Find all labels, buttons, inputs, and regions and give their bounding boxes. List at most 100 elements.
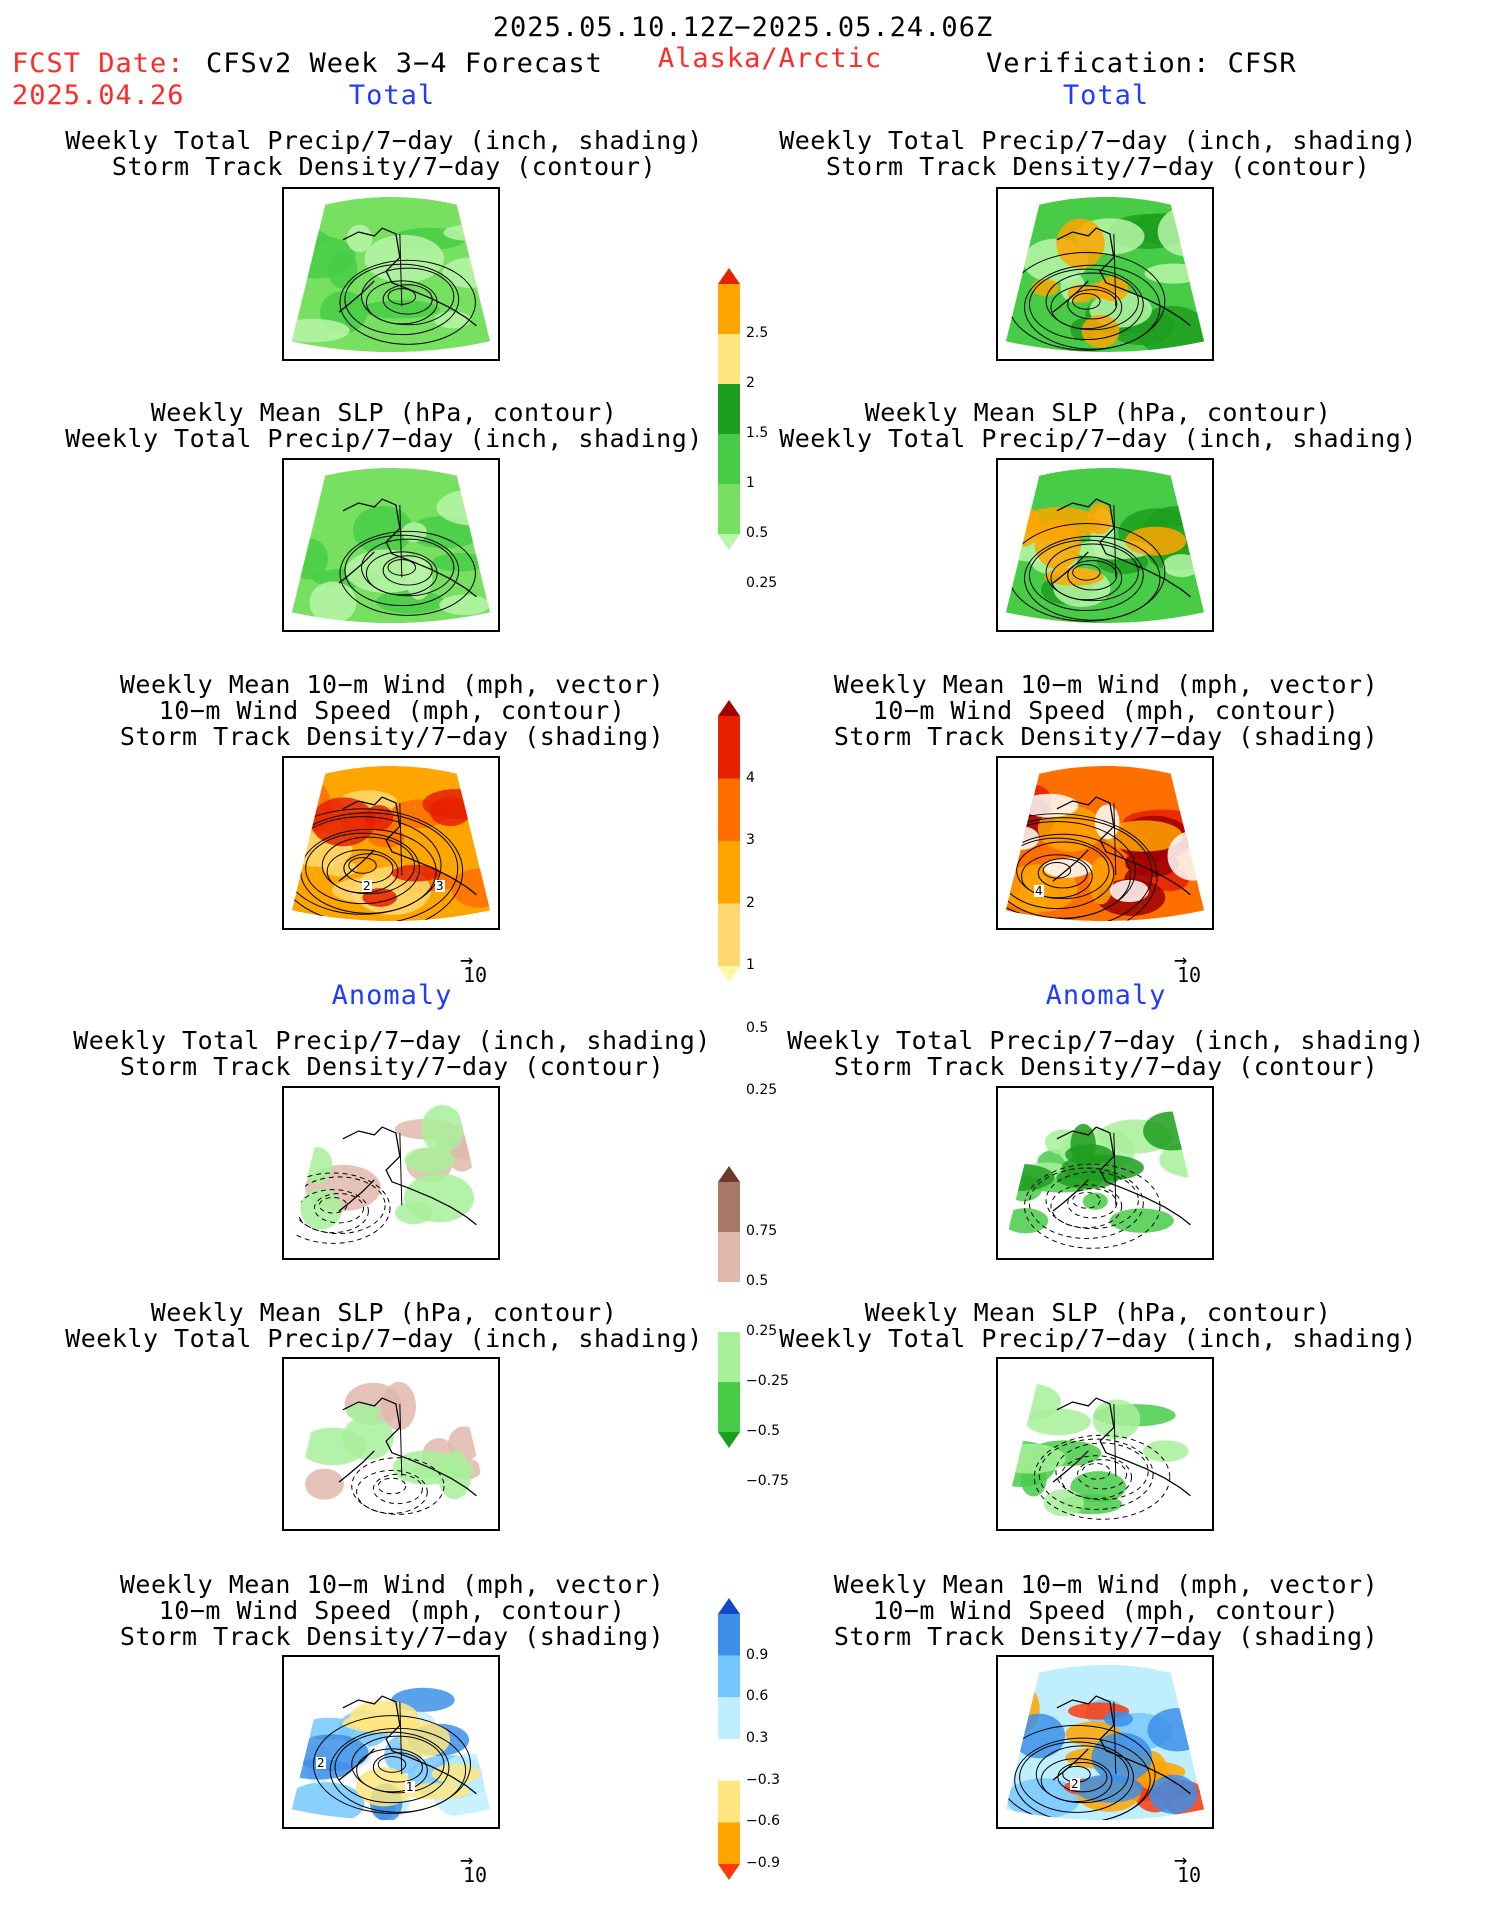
colorbar-tick-label: −0.3 (746, 1771, 780, 1788)
vector-ref-label: 10 (463, 1863, 488, 1887)
section-total-left: Total (348, 80, 436, 111)
contour-label: 2 (362, 879, 372, 893)
panel-title-line: 10−m Wind Speed (mph, contour) (158, 1596, 626, 1625)
panel-title-line: Weekly Mean SLP (hPa, contour) (150, 1298, 618, 1327)
vector-ref-arrow-icon: → (460, 948, 474, 973)
coastline (1052, 498, 1191, 598)
coastline (1052, 1695, 1191, 1795)
contour-label: 4 (1034, 884, 1044, 898)
vector-ref-arrow-icon: → (460, 1848, 474, 1873)
coastline (1052, 796, 1191, 896)
panel-title-line: Storm Track Density/7−day (shading) (119, 722, 665, 751)
colorbar-total-storm-density-swatch (718, 716, 740, 779)
panel-title-line: Weekly Mean 10−m Wind (mph, vector) (833, 670, 1379, 699)
colorbar-tick-label: 0.9 (746, 1646, 769, 1663)
panel-title-line: Weekly Total Precip/7−day (inch, shading… (65, 424, 703, 453)
colorbar-tick-label: 2 (746, 894, 755, 911)
panel-title-line: Weekly Mean 10−m Wind (mph, vector) (119, 670, 665, 699)
colorbar-anomaly-storm-density-swatch (718, 1598, 740, 1614)
coastline (1052, 1126, 1191, 1226)
fcst-date: 2025.04.26 (12, 80, 185, 111)
colorbar-total-storm-density-swatch (718, 903, 740, 966)
panel-title-line: Weekly Total Precip/7−day (inch, shading… (779, 424, 1417, 453)
panel-title-line: Weekly Total Precip/7−day (inch, shading… (787, 1026, 1425, 1055)
panel-title-line: Weekly Mean 10−m Wind (mph, vector) (119, 1570, 665, 1599)
panel-title-line: 10−m Wind Speed (mph, contour) (158, 696, 626, 725)
coastline (338, 1397, 477, 1497)
map-svg (1005, 1664, 1205, 1821)
colorbar-total-precip-swatch (718, 334, 740, 384)
colorbar-anomaly-precip-swatch (718, 1332, 740, 1382)
colorbar-tick-label: 1 (746, 957, 755, 973)
map-svg (291, 1095, 491, 1252)
model-title: CFSv2 Week 3−4 Forecast (206, 48, 603, 79)
colorbar-tick-label: 0.5 (746, 1019, 769, 1036)
section-total-right: Total (1062, 80, 1150, 111)
panel-title-line: Storm Track Density/7−day (contour) (825, 152, 1371, 181)
panel-title-line: Storm Track Density/7−day (contour) (833, 1052, 1379, 1081)
panel-title-line: Storm Track Density/7−day (shading) (119, 1622, 665, 1651)
colorbar-total-storm-density-swatch (718, 966, 740, 982)
map-panel-fc-anom-precip (282, 1086, 500, 1260)
colorbar-total-precip-swatch (718, 534, 740, 550)
colorbar-anomaly-storm-density-swatch (718, 1739, 740, 1781)
colorbar-tick-label: −0.75 (746, 1473, 789, 1489)
map-panel-ob-anom-slp (996, 1357, 1214, 1531)
colorbar-total-precip-swatch (718, 384, 740, 434)
colorbar-anomaly-storm-density-swatch (718, 1780, 740, 1823)
coastline (1052, 227, 1191, 327)
colorbar-anomaly-precip-swatch (718, 1282, 740, 1332)
colorbar-tick-label: 2.5 (746, 325, 769, 341)
map-svg (291, 467, 491, 624)
forecast-period: 2025.05.10.12Z−2025.05.24.06Z (492, 12, 994, 43)
colorbar-anomaly-precip-swatch (718, 1182, 740, 1232)
map-svg (1005, 765, 1205, 922)
map-panel-fc-anom-wind (282, 1655, 500, 1829)
panel-title-line: Weekly Total Precip/7−day (inch, shading… (779, 1324, 1417, 1353)
map-svg (1005, 1366, 1205, 1523)
colorbar-total-precip-bar (718, 268, 740, 550)
colorbar-tick-label: 0.6 (746, 1688, 769, 1705)
colorbar-tick-label: 2 (746, 375, 755, 391)
map-svg (1005, 1095, 1205, 1252)
colorbar-anomaly-precip: 0.75 0.5 0.25 −0.25 −0.5 −0.75 (718, 1166, 808, 1489)
contour-label: 2 (1070, 1777, 1080, 1791)
vector-ref-label: 10 (1177, 963, 1202, 987)
colorbar-anomaly-precip-swatch (718, 1432, 740, 1448)
colorbar-anomaly-storm-density-swatch (718, 1655, 740, 1698)
map-panel-fc-anom-slp (282, 1357, 500, 1531)
colorbar-tick-label: 4 (746, 769, 755, 786)
map-panel-ob-total-slp (996, 458, 1214, 632)
section-anomaly-right: Anomaly (1045, 980, 1167, 1011)
colorbar-anomaly-storm-density-swatch (718, 1697, 740, 1739)
colorbar-anomaly-precip-swatch (718, 1382, 740, 1432)
colorbar-tick-label: 0.25 (746, 1323, 778, 1339)
map-panel-ob-anom-wind (996, 1655, 1214, 1829)
colorbar-anomaly-storm-density-bar (718, 1598, 740, 1880)
map-svg (1005, 196, 1205, 353)
colorbar-tick-label: 0.25 (746, 575, 778, 591)
panel-title-line: Storm Track Density/7−day (shading) (833, 722, 1379, 751)
colorbar-tick-label: 1.5 (746, 425, 769, 441)
coastline (338, 1126, 477, 1226)
panel-title-line: Weekly Total Precip/7−day (inch, shading… (65, 126, 703, 155)
panel-title-line: Weekly Total Precip/7−day (inch, shading… (73, 1026, 711, 1055)
coastline (338, 1695, 477, 1795)
region-title: Alaska/Arctic (657, 43, 883, 74)
colorbar-tick-label: −0.25 (746, 1373, 789, 1389)
panel-title-line: Weekly Mean 10−m Wind (mph, vector) (833, 1570, 1379, 1599)
colorbar-anomaly-storm-density-swatch (718, 1614, 740, 1656)
map-panel-fc-total-wind (282, 756, 500, 930)
colorbar-total-precip: 2.5 2 1.5 1 0.5 0.25 (718, 268, 808, 591)
map-panel-fc-total-slp (282, 458, 500, 632)
coastline (1052, 1397, 1191, 1497)
map-svg (291, 1664, 491, 1821)
panel-title-line: Storm Track Density/7−day (contour) (111, 152, 657, 181)
colorbar-anomaly-precip-swatch (718, 1166, 740, 1182)
verification-title: Verification: CFSR (986, 48, 1297, 79)
vector-ref-arrow-icon: → (1174, 948, 1188, 973)
map-svg (291, 196, 491, 353)
colorbar-tick-label: 3 (746, 832, 755, 848)
colorbar-total-precip-swatch (718, 268, 740, 284)
colorbar-anomaly-precip-bar (718, 1166, 740, 1448)
